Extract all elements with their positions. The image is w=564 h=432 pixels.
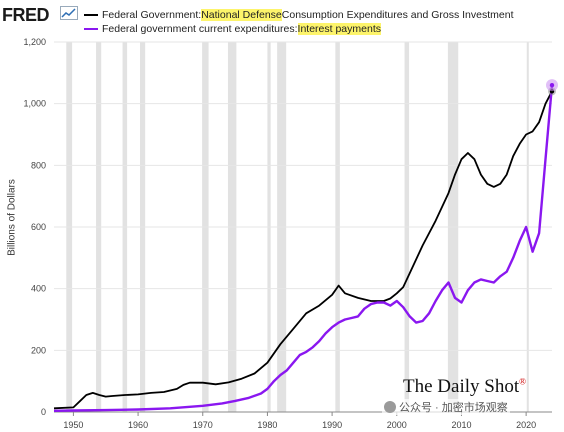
legend-highlight: National Defense bbox=[201, 9, 282, 21]
legend-item-defense[interactable]: Federal Government: National Defense Con… bbox=[84, 8, 513, 22]
legend-swatch-defense bbox=[84, 14, 98, 16]
x-tick-label: 1950 bbox=[63, 420, 83, 430]
legend: Federal Government: National Defense Con… bbox=[84, 8, 513, 36]
y-tick-labels: 0 200 400 600 800 1,000 1,200 bbox=[23, 37, 46, 417]
y-tick-label: 200 bbox=[31, 345, 46, 355]
x-tick-label: 2010 bbox=[451, 420, 471, 430]
wechat-watermark: 公众号 · 加密市场观察 bbox=[382, 399, 510, 415]
x-tick-label: 1990 bbox=[322, 420, 342, 430]
grid-lines bbox=[54, 41, 552, 413]
legend-prefix: Federal government current expenditures: bbox=[102, 23, 298, 35]
legend-swatch-interest bbox=[84, 28, 98, 30]
series-line-national-defense[interactable] bbox=[53, 90, 553, 410]
y-tick-label: 1,200 bbox=[23, 37, 46, 47]
wechat-icon bbox=[384, 401, 396, 413]
wechat-watermark-text: 公众号 · 加密市场观察 bbox=[399, 402, 508, 414]
series-line-interest-payments[interactable] bbox=[53, 85, 554, 412]
daily-shot-text: The Daily Shot bbox=[403, 376, 520, 397]
legend-item-interest[interactable]: Federal government current expenditures:… bbox=[84, 22, 513, 36]
legend-prefix: Federal Government: bbox=[102, 9, 202, 21]
x-tick-label: 1970 bbox=[193, 420, 213, 430]
series-lines bbox=[53, 85, 554, 412]
chart-header: FRED Federal Government: National Defens… bbox=[0, 0, 564, 36]
daily-shot-watermark: The Daily Shot® bbox=[403, 376, 526, 398]
y-tick-label: 0 bbox=[41, 407, 46, 417]
x-tick-label: 1960 bbox=[128, 420, 148, 430]
registered-mark: ® bbox=[519, 376, 526, 387]
legend-suffix: Consumption Expenditures and Gross Inves… bbox=[281, 9, 514, 21]
x-tick-labels: 1950 1960 1970 1980 1990 2000 2010 2020 bbox=[63, 412, 536, 430]
x-tick-label: 2000 bbox=[387, 420, 407, 430]
y-tick-label: 600 bbox=[31, 222, 46, 232]
x-tick-label: 1980 bbox=[257, 420, 277, 430]
fred-chart-icon bbox=[60, 6, 78, 20]
legend-highlight: Interest payments bbox=[297, 23, 381, 35]
y-tick-label: 1,000 bbox=[23, 99, 46, 109]
fred-logo[interactable]: FRED bbox=[2, 5, 50, 25]
series-endpoints bbox=[546, 79, 558, 96]
endpoint-dot bbox=[549, 82, 555, 88]
x-tick-label: 2020 bbox=[516, 420, 536, 430]
y-tick-label: 800 bbox=[31, 160, 46, 170]
y-tick-label: 400 bbox=[31, 284, 46, 294]
